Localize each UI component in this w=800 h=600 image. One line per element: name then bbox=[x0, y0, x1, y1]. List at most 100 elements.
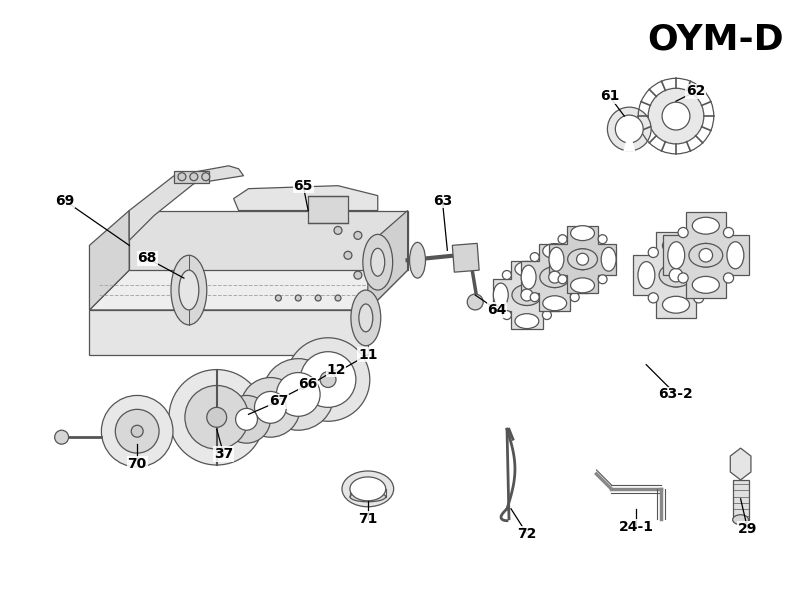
Circle shape bbox=[598, 275, 607, 284]
Text: OYM-D: OYM-D bbox=[647, 23, 784, 56]
Ellipse shape bbox=[467, 294, 483, 310]
Ellipse shape bbox=[342, 471, 394, 507]
Circle shape bbox=[354, 232, 362, 239]
Circle shape bbox=[54, 430, 69, 444]
Ellipse shape bbox=[540, 266, 570, 287]
Text: 66: 66 bbox=[298, 377, 318, 391]
Circle shape bbox=[598, 235, 607, 244]
Circle shape bbox=[530, 253, 539, 262]
Circle shape bbox=[723, 227, 734, 238]
Circle shape bbox=[542, 311, 551, 320]
Ellipse shape bbox=[185, 385, 249, 449]
Ellipse shape bbox=[169, 370, 265, 465]
Circle shape bbox=[648, 293, 658, 303]
Circle shape bbox=[648, 247, 658, 257]
Ellipse shape bbox=[733, 515, 749, 524]
Ellipse shape bbox=[350, 477, 386, 501]
Circle shape bbox=[678, 273, 688, 283]
Circle shape bbox=[558, 275, 567, 284]
Text: 62: 62 bbox=[686, 84, 706, 98]
Circle shape bbox=[694, 247, 704, 257]
Ellipse shape bbox=[410, 242, 426, 278]
Text: 70: 70 bbox=[127, 457, 147, 471]
Circle shape bbox=[694, 244, 718, 267]
Ellipse shape bbox=[350, 492, 386, 502]
Circle shape bbox=[570, 293, 579, 302]
Ellipse shape bbox=[697, 262, 714, 289]
Ellipse shape bbox=[102, 395, 173, 467]
Ellipse shape bbox=[546, 283, 561, 307]
Circle shape bbox=[275, 295, 282, 301]
Circle shape bbox=[648, 88, 704, 144]
Text: 29: 29 bbox=[738, 521, 758, 536]
Ellipse shape bbox=[222, 395, 270, 443]
Ellipse shape bbox=[363, 235, 393, 290]
Circle shape bbox=[502, 311, 511, 320]
Ellipse shape bbox=[692, 277, 719, 293]
Ellipse shape bbox=[638, 262, 655, 289]
Ellipse shape bbox=[570, 226, 594, 241]
Ellipse shape bbox=[521, 265, 536, 289]
Ellipse shape bbox=[262, 359, 334, 430]
Text: 71: 71 bbox=[358, 512, 378, 526]
Ellipse shape bbox=[254, 391, 286, 423]
Ellipse shape bbox=[570, 278, 594, 293]
Circle shape bbox=[335, 295, 341, 301]
Circle shape bbox=[315, 295, 321, 301]
Circle shape bbox=[662, 102, 690, 130]
Text: 24-1: 24-1 bbox=[618, 520, 654, 533]
Ellipse shape bbox=[286, 338, 370, 421]
Ellipse shape bbox=[549, 247, 564, 271]
Text: 68: 68 bbox=[138, 251, 157, 265]
Ellipse shape bbox=[574, 265, 588, 289]
Polygon shape bbox=[662, 212, 749, 298]
Circle shape bbox=[615, 115, 643, 143]
Text: 69: 69 bbox=[55, 194, 74, 208]
Ellipse shape bbox=[351, 290, 381, 346]
Text: 63-2: 63-2 bbox=[658, 388, 694, 401]
Polygon shape bbox=[521, 244, 588, 311]
Ellipse shape bbox=[542, 296, 566, 311]
Ellipse shape bbox=[512, 284, 542, 305]
Circle shape bbox=[570, 253, 579, 262]
Ellipse shape bbox=[206, 407, 226, 427]
Circle shape bbox=[178, 173, 186, 181]
Circle shape bbox=[544, 266, 565, 287]
Polygon shape bbox=[730, 448, 751, 480]
Polygon shape bbox=[494, 262, 561, 329]
Ellipse shape bbox=[659, 263, 693, 287]
Ellipse shape bbox=[115, 409, 159, 453]
Ellipse shape bbox=[371, 248, 385, 276]
Circle shape bbox=[678, 227, 688, 238]
Ellipse shape bbox=[515, 262, 539, 277]
Ellipse shape bbox=[692, 217, 719, 234]
Circle shape bbox=[699, 248, 713, 262]
Text: 67: 67 bbox=[269, 394, 288, 409]
Bar bbox=[174, 171, 209, 182]
Circle shape bbox=[577, 253, 589, 265]
Circle shape bbox=[202, 173, 210, 181]
Text: 64: 64 bbox=[487, 303, 506, 317]
Circle shape bbox=[334, 226, 342, 235]
Circle shape bbox=[723, 273, 734, 283]
Ellipse shape bbox=[131, 425, 143, 437]
Circle shape bbox=[344, 251, 352, 259]
Ellipse shape bbox=[236, 409, 258, 430]
Ellipse shape bbox=[727, 242, 744, 269]
Ellipse shape bbox=[359, 304, 373, 332]
Circle shape bbox=[664, 263, 688, 287]
Circle shape bbox=[354, 271, 362, 279]
Circle shape bbox=[521, 289, 533, 301]
Circle shape bbox=[607, 107, 651, 151]
Wedge shape bbox=[623, 129, 635, 152]
Text: 65: 65 bbox=[294, 179, 313, 193]
Circle shape bbox=[572, 249, 593, 269]
Text: 61: 61 bbox=[600, 89, 619, 103]
Text: 72: 72 bbox=[517, 527, 537, 541]
Bar bbox=[308, 196, 348, 223]
Ellipse shape bbox=[515, 314, 539, 329]
Ellipse shape bbox=[568, 249, 598, 269]
Polygon shape bbox=[90, 270, 407, 310]
Ellipse shape bbox=[171, 255, 206, 325]
Circle shape bbox=[190, 173, 198, 181]
